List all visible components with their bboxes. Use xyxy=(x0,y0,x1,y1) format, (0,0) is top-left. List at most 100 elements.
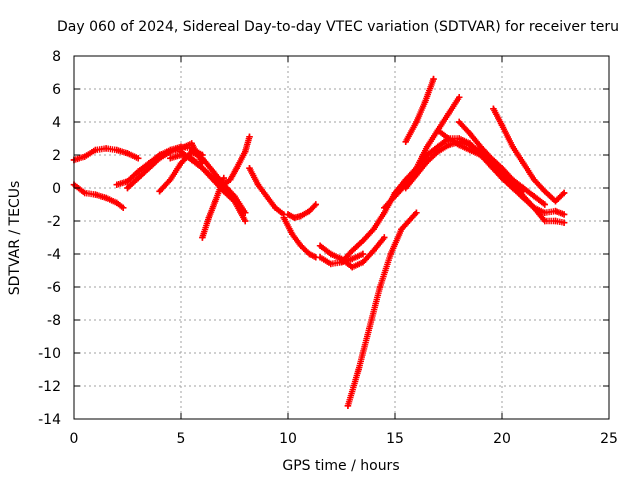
data-point xyxy=(291,214,298,221)
data-point xyxy=(316,242,324,249)
data-point xyxy=(402,138,409,145)
data-point xyxy=(289,231,296,238)
data-point xyxy=(297,242,305,249)
data-point xyxy=(156,188,163,195)
data-point xyxy=(413,171,420,178)
data-point xyxy=(391,191,399,198)
data-point xyxy=(92,191,99,198)
data-point xyxy=(284,211,292,218)
data-point xyxy=(509,176,516,183)
data-point xyxy=(188,156,195,164)
data-point xyxy=(370,247,377,254)
data-point xyxy=(349,264,356,271)
data-point xyxy=(359,237,367,244)
data-point xyxy=(560,219,568,226)
data-point xyxy=(167,148,174,155)
data-point xyxy=(312,201,320,208)
data-point xyxy=(490,105,497,112)
data-point xyxy=(135,174,142,182)
data-point xyxy=(423,143,431,150)
data-point xyxy=(242,148,249,155)
y-tick-label: -6 xyxy=(47,280,61,296)
y-tick-label: -8 xyxy=(47,313,61,329)
data-point xyxy=(124,150,131,157)
data-point xyxy=(376,283,384,291)
series-markers xyxy=(402,75,437,145)
data-point xyxy=(327,260,334,268)
data-point xyxy=(552,198,559,205)
series-arc-11 xyxy=(284,201,320,221)
series-arc-16 xyxy=(344,209,420,409)
data-point xyxy=(124,184,131,192)
data-point xyxy=(220,174,227,182)
data-point xyxy=(102,145,110,152)
data-point xyxy=(541,188,548,195)
data-point xyxy=(456,141,463,149)
data-point xyxy=(349,247,356,254)
data-point xyxy=(402,176,409,183)
data-point xyxy=(156,155,163,162)
y-axis-label: SDTVAR / TECUs xyxy=(7,181,23,296)
data-point xyxy=(113,199,120,207)
data-point xyxy=(227,176,234,183)
data-point xyxy=(552,217,559,225)
data-point xyxy=(498,174,506,182)
data-point xyxy=(124,178,131,185)
data-point xyxy=(477,151,484,159)
data-point xyxy=(92,146,99,154)
data-point xyxy=(520,160,527,167)
plot-frame xyxy=(73,55,610,420)
data-point xyxy=(263,193,270,200)
data-point xyxy=(477,143,484,150)
data-point xyxy=(402,184,409,192)
data-point xyxy=(316,254,324,261)
data-point xyxy=(188,140,195,147)
data-point xyxy=(231,198,238,205)
series-arc-22 xyxy=(456,118,527,195)
data-point xyxy=(188,148,195,155)
data-point xyxy=(381,234,388,241)
data-point xyxy=(177,148,185,155)
data-point xyxy=(520,188,527,195)
data-point xyxy=(530,204,538,211)
data-point xyxy=(381,204,388,211)
data-point xyxy=(199,165,206,172)
data-point xyxy=(167,176,174,183)
data-point xyxy=(423,158,431,165)
data-point xyxy=(209,174,217,182)
data-point xyxy=(530,193,538,200)
data-point xyxy=(167,155,174,162)
data-point xyxy=(113,181,120,188)
data-point xyxy=(205,214,213,221)
data-point xyxy=(387,250,394,258)
y-tick-label: 0 xyxy=(52,181,61,197)
data-point xyxy=(541,209,548,216)
series-arc-9 xyxy=(220,133,253,188)
x-tick-label: 10 xyxy=(279,431,297,447)
data-point xyxy=(81,153,88,160)
data-point xyxy=(242,209,249,216)
data-point xyxy=(456,94,463,101)
data-point xyxy=(145,165,153,172)
y-tick-label: 6 xyxy=(52,82,61,98)
data-point xyxy=(541,201,548,208)
data-point xyxy=(366,325,373,332)
data-point xyxy=(434,127,441,134)
data-point xyxy=(560,211,568,218)
series-arc-1 xyxy=(70,145,142,164)
x-tick-label: 25 xyxy=(600,431,618,447)
data-series xyxy=(70,75,568,409)
data-point xyxy=(242,217,249,225)
data-point xyxy=(306,250,313,258)
data-point xyxy=(355,366,362,373)
series-arc-23 xyxy=(490,105,568,205)
series-arc-21 xyxy=(434,127,548,208)
data-point xyxy=(552,207,559,215)
y-tick-label: -4 xyxy=(47,247,61,263)
data-point xyxy=(445,110,452,117)
grid xyxy=(74,56,609,419)
data-point xyxy=(271,204,279,211)
data-point xyxy=(209,168,217,175)
data-point xyxy=(413,209,420,216)
